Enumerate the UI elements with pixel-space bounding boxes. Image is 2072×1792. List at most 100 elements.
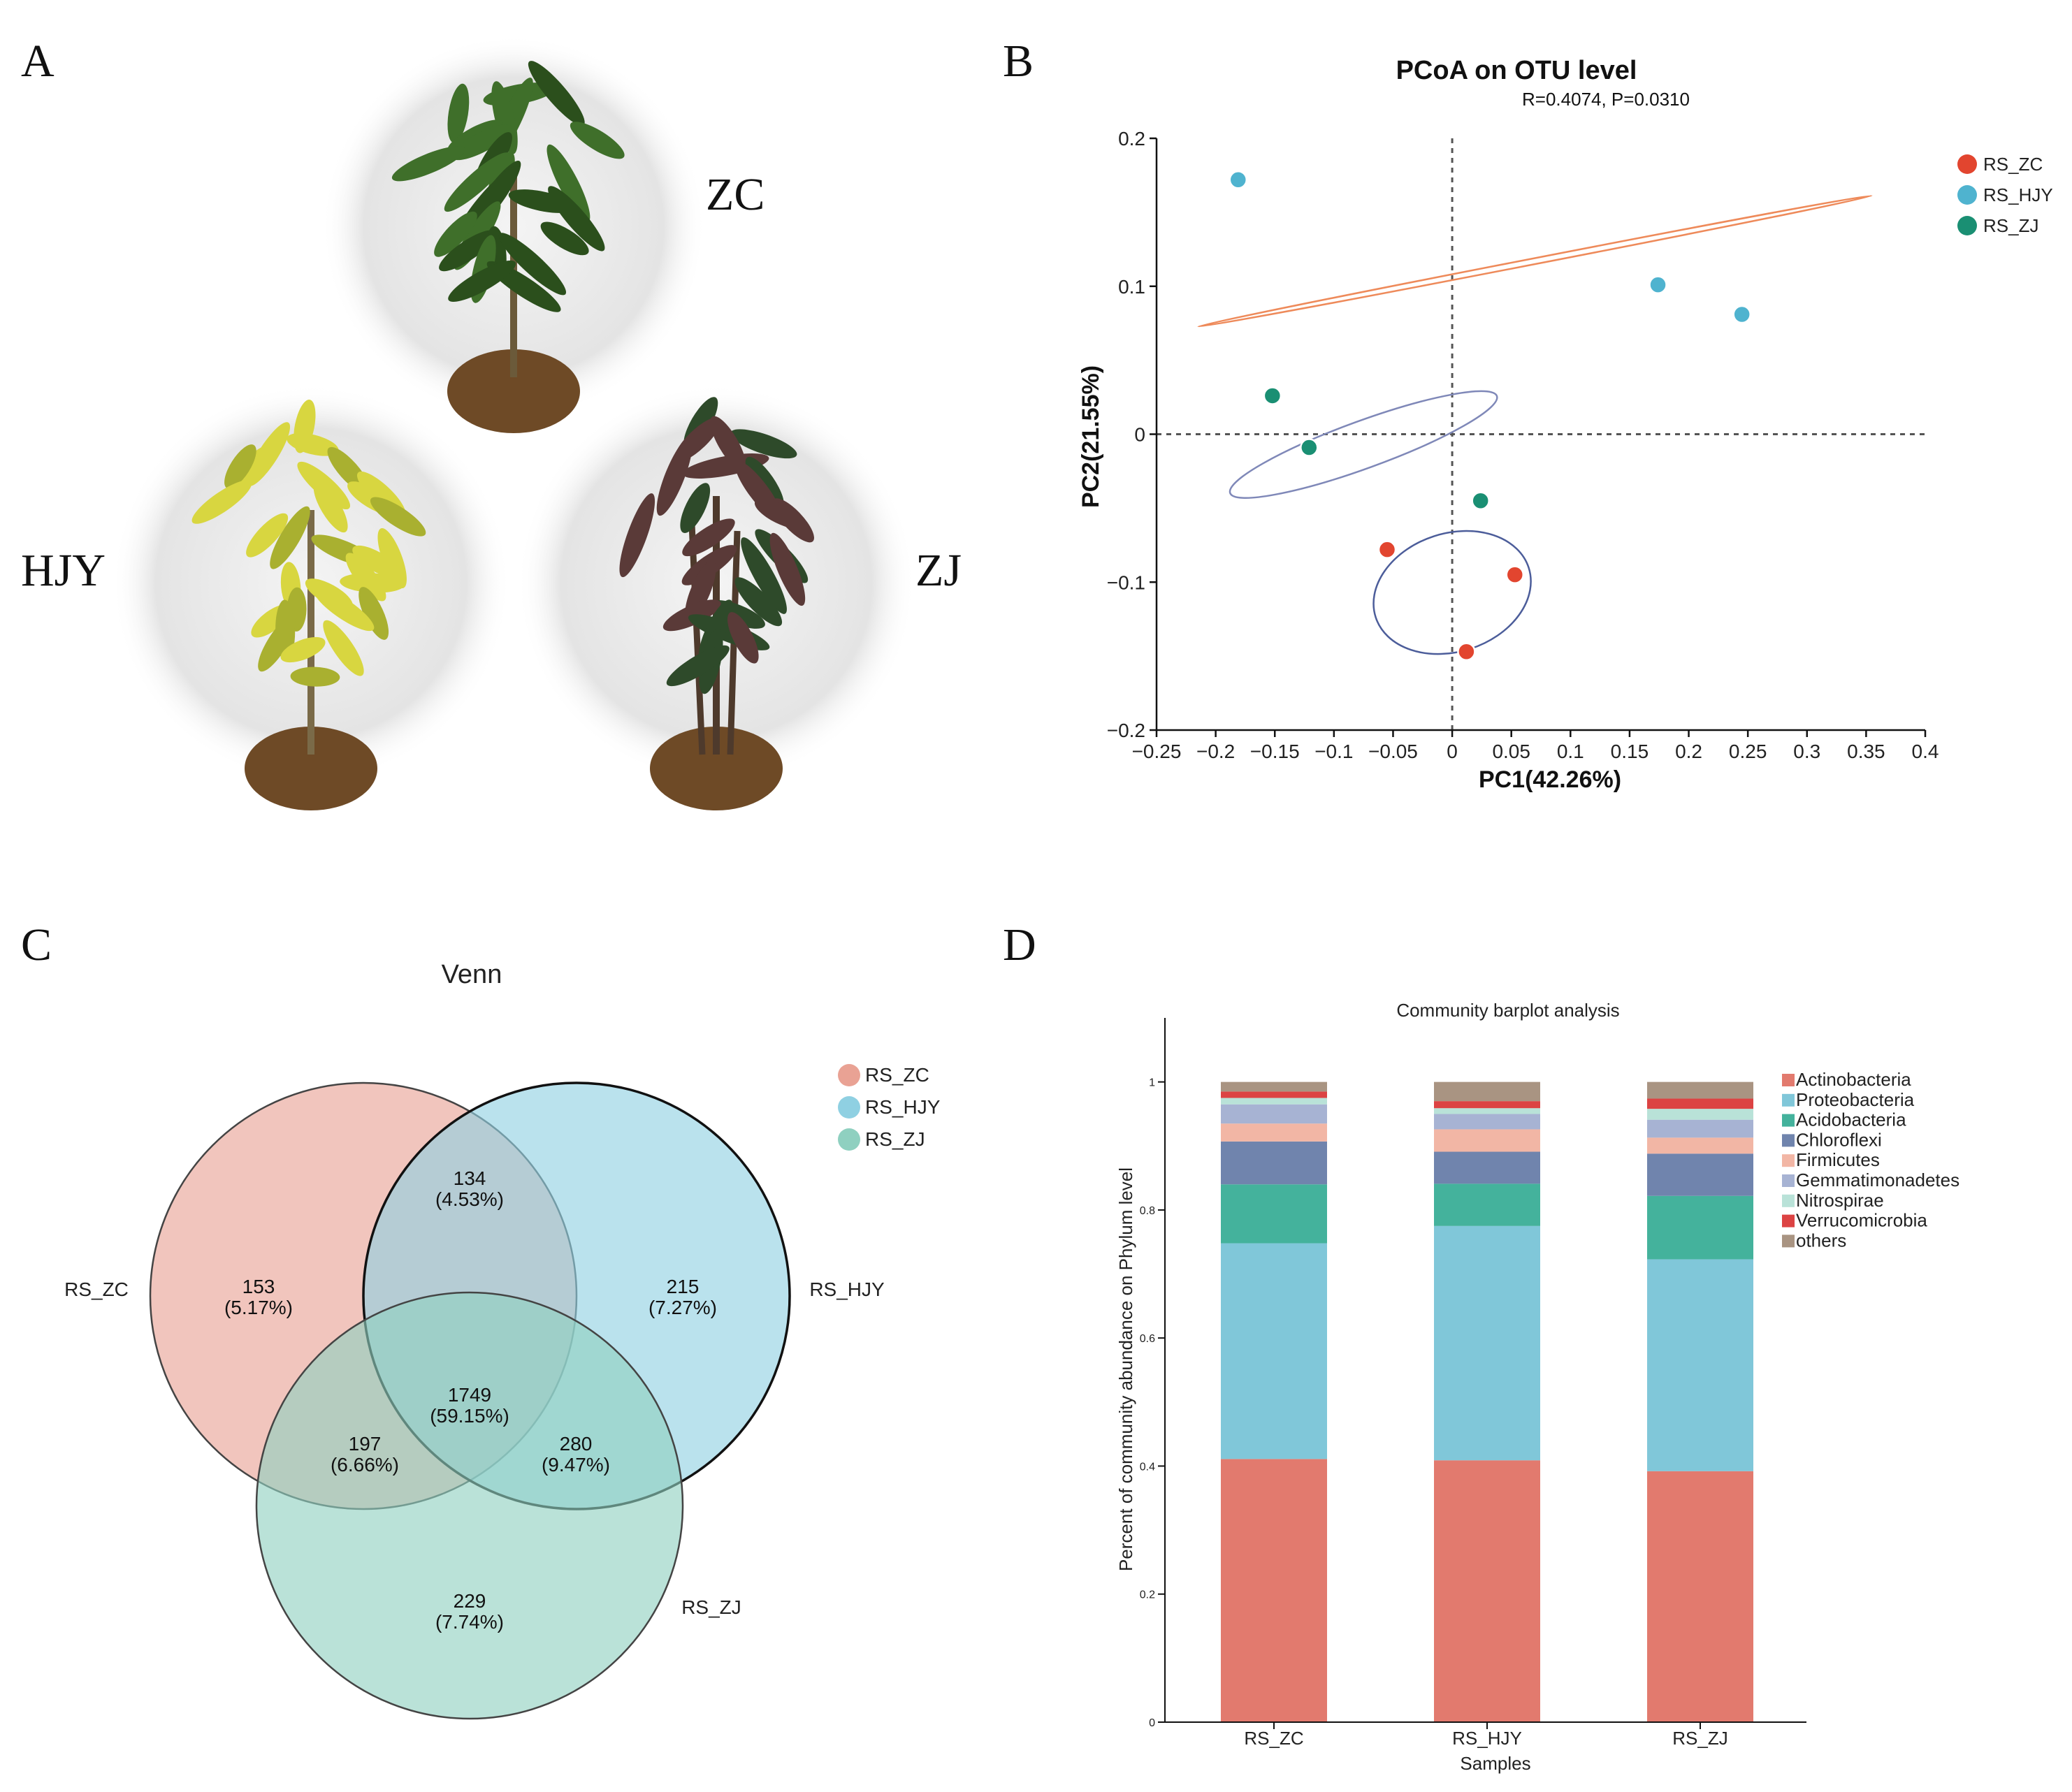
barplot-legend-label: Acidobacteria <box>1796 1109 1906 1130</box>
venn-legend-label: RS_ZJ <box>865 1128 925 1150</box>
panel-a-letter: A <box>21 36 55 87</box>
plant-label-zj: ZJ <box>915 545 962 596</box>
barplot-legend-swatch-gemmatimonadetes <box>1782 1174 1795 1187</box>
bar-segment-nitrospirae <box>1647 1109 1753 1120</box>
pcoa-x-tick-label: 0.4 <box>1912 741 1939 762</box>
venn-legend-label: RS_ZC <box>865 1064 929 1086</box>
plant-leaf <box>498 233 567 296</box>
barplot-y-tick-label: 0.6 <box>1140 1333 1155 1345</box>
venn-circle-rs_zj <box>255 1291 684 1720</box>
venn-region-percent: (5.17%) <box>224 1297 293 1318</box>
bar-segment-verrucomicrobia <box>1221 1091 1327 1098</box>
pcoa-legend-label: RS_HJY <box>1983 184 2053 205</box>
plant-leaf <box>727 612 759 664</box>
bar-segment-gemmatimonadetes <box>1221 1104 1327 1124</box>
bar-segment-others <box>1647 1081 1753 1099</box>
plant-leaf <box>448 260 516 303</box>
pcoa-y-tick-label: 0.1 <box>1118 276 1145 298</box>
barplot-y-axis-label: Percent of community abundance on Phylum… <box>1115 1167 1136 1571</box>
pcoa-point-rs_zc <box>1505 565 1525 584</box>
pcoa-legend-label: RS_ZC <box>1983 154 2043 175</box>
venn-diagram: Venn RS_ZC RS_HJY RS_ZJ 153(5.17%) 215(7.27%… <box>64 960 941 1720</box>
plant-leaf <box>358 587 389 640</box>
pcoa-x-tick-label: −0.05 <box>1368 741 1418 762</box>
soil-ball <box>245 727 377 810</box>
bar-segment-actinobacteria <box>1434 1460 1540 1722</box>
pcoa-x-tick-label: 0 <box>1447 741 1458 762</box>
venn-region-count: 280 <box>560 1433 593 1455</box>
panel-b-letter: B <box>1003 36 1034 87</box>
plant-leaf <box>528 61 585 126</box>
plant-leaf <box>540 221 589 256</box>
pcoa-point-rs_zj <box>1263 386 1282 405</box>
venn-region-percent: (6.66%) <box>331 1454 399 1476</box>
pcoa-title: PCoA on OTU level <box>1396 56 1637 85</box>
plant-leaf <box>290 666 340 687</box>
barplot-y-tick-label: 0.8 <box>1140 1205 1155 1217</box>
bar-segment-actinobacteria <box>1221 1459 1327 1722</box>
pcoa-x-tick-label: −0.15 <box>1250 741 1300 762</box>
barplot-legend-swatch-others <box>1782 1234 1795 1248</box>
plant-leaf <box>570 122 625 159</box>
barplot-legend-swatch-verrucomicrobia <box>1782 1214 1795 1228</box>
barplot-legend-swatch-nitrospirae <box>1782 1194 1795 1207</box>
plant-leaf <box>246 513 289 558</box>
venn-legend-marker-rs_zj <box>838 1128 860 1151</box>
barplot-y-tick-label: 0.2 <box>1140 1589 1155 1601</box>
pcoa-chart: PCoA on OTU level R=0.4074, P=0.0310 −0.… <box>1078 56 2053 793</box>
pcoa-ellipse-rs_zj <box>1229 390 1498 499</box>
bar-segment-acidobacteria <box>1647 1195 1753 1260</box>
pcoa-y-tick-label: −0.1 <box>1107 571 1145 593</box>
venn-legend-label: RS_HJY <box>865 1096 941 1118</box>
bar-segment-firmicutes <box>1647 1137 1753 1154</box>
plant-leaf <box>323 620 364 676</box>
soil-ball <box>650 727 783 810</box>
barplot-legend-label: Actinobacteria <box>1796 1069 1911 1090</box>
pcoa-x-tick-label: 0.3 <box>1793 741 1820 762</box>
plant-leaf <box>745 456 784 509</box>
pcoa-subtitle: R=0.4074, P=0.0310 <box>1522 89 1690 110</box>
barplot-legend-label: Firmicutes <box>1796 1149 1880 1170</box>
bar-segment-chloroflexi <box>1647 1153 1753 1196</box>
bar-segment-proteobacteria <box>1647 1259 1753 1471</box>
barplot-legend-swatch-acidobacteria <box>1782 1114 1795 1127</box>
pcoa-point-rs_zj <box>1471 491 1490 511</box>
plant-leaf <box>682 518 735 557</box>
plant-leaf <box>734 577 783 627</box>
pcoa-legend-marker-rs_zc <box>1957 154 1977 174</box>
pcoa-x-tick-label: 0.15 <box>1611 741 1649 762</box>
pcoa-x-axis-label: PC1(42.26%) <box>1479 766 1621 793</box>
pcoa-x-tick-label: −0.1 <box>1314 741 1353 762</box>
bar-segment-others <box>1434 1081 1540 1102</box>
barplot-legend-label: Nitrospirae <box>1796 1190 1884 1211</box>
barplot-legend-label: Proteobacteria <box>1796 1089 1915 1110</box>
pcoa-y-axis-label: PC2(21.55%) <box>1078 365 1104 508</box>
bar-segment-others <box>1221 1081 1327 1092</box>
pcoa-point-rs_hjy <box>1732 305 1751 324</box>
venn-region-count: 215 <box>667 1276 700 1297</box>
plant-leaf <box>680 483 711 533</box>
pcoa-legend-marker-rs_zj <box>1957 216 1977 235</box>
venn-title: Venn <box>442 960 502 989</box>
barplot-legend-label: Gemmatimonadetes <box>1796 1170 1959 1190</box>
pcoa-legend: RS_ZC RS_HJY RS_ZJ <box>1957 154 2053 236</box>
venn-legend-marker-rs_zc <box>838 1064 860 1086</box>
pcoa-legend-label: RS_ZJ <box>1983 215 2038 236</box>
barplot-y-tick-label: 0.4 <box>1140 1461 1155 1473</box>
pcoa-y-tick-label: 0.2 <box>1118 128 1145 150</box>
barplot-y-tick-label: 0 <box>1149 1717 1155 1729</box>
pcoa-point-rs_zc <box>1377 540 1397 559</box>
barplot-x-axis-label: Samples <box>1460 1753 1530 1774</box>
plant-leaf <box>769 532 806 606</box>
venn-region-count: 134 <box>454 1167 486 1189</box>
barplot-y-tick-label: 1 <box>1149 1077 1155 1089</box>
bar-segment-actinobacteria <box>1647 1471 1753 1722</box>
pcoa-point-rs_hjy <box>1229 170 1248 189</box>
pcoa-point-rs_zj <box>1300 438 1319 457</box>
plant-leaf <box>224 444 256 489</box>
plant-leaf <box>754 498 806 530</box>
pcoa-legend-marker-rs_hjy <box>1957 185 1977 205</box>
bar-segment-firmicutes <box>1434 1129 1540 1152</box>
community-barplot: Community barplot analysis 0 0.2 0.4 0.6 0.8… <box>1115 1000 1959 1774</box>
barplot-x-tick-label: RS_ZC <box>1244 1728 1303 1749</box>
